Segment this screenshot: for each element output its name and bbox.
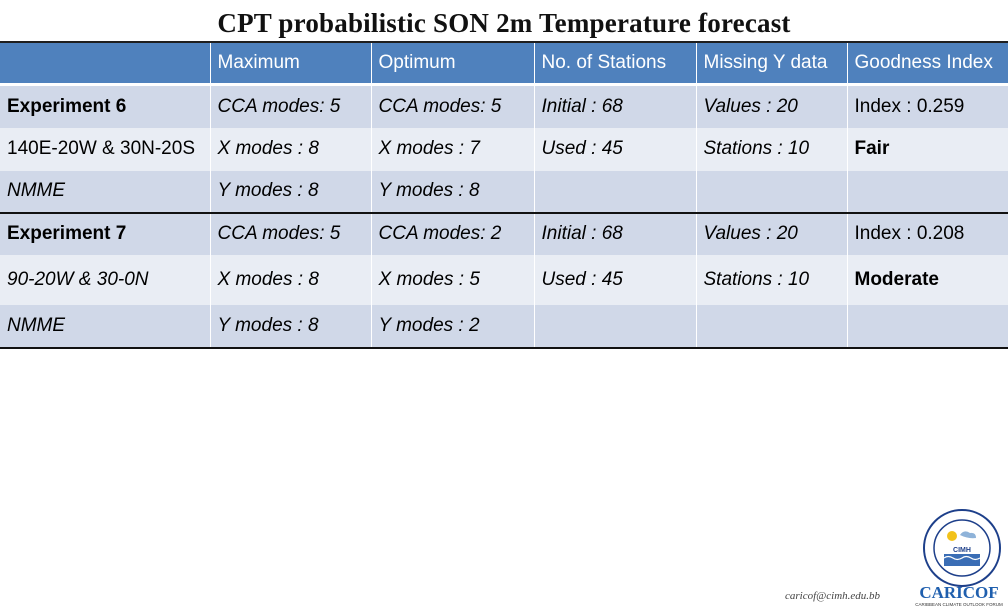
cimh-seal-icon: CIMH [923,509,1001,587]
caricof-brand-icon: CARICOF CARIBBEAN CLIMATE OUTLOOK FORUM [915,583,1003,607]
maximum-cell: CCA modes: 5 [209,212,372,255]
table-row: Experiment 6 CCA modes: 5 CCA modes: 5 I… [0,84,1008,128]
maximum-cell: X modes : 8 [209,127,372,171]
stations-cell [533,170,697,214]
header-optimum: Optimum [370,41,535,86]
goodness-rating: Moderate [846,254,1008,305]
contact-email: caricof@cimh.edu.bb [785,590,881,602]
model-label: NMME [0,170,211,214]
optimum-cell: CCA modes: 5 [370,84,535,128]
goodness-rating: Fair [846,127,1008,171]
table-row: NMME Y modes : 8 Y modes : 8 [0,170,1008,214]
experiment-label: Experiment 6 [0,84,211,128]
table-row: Experiment 7 CCA modes: 5 CCA modes: 2 I… [0,212,1008,255]
table-row: NMME Y modes : 8 Y modes : 2 [0,304,1008,349]
cimh-logo-text: CIMH [953,547,971,554]
table-header-row: Maximum Optimum No. of Stations Missing … [0,41,1008,86]
missing-cell: Values : 20 [695,212,848,255]
experiment-label: Experiment 7 [0,212,211,255]
optimum-cell: Y modes : 2 [370,304,535,349]
model-label: NMME [0,304,211,349]
region-label: 140E-20W & 30N-20S [0,127,211,171]
optimum-cell: CCA modes: 2 [370,212,535,255]
missing-cell: Stations : 10 [695,127,848,171]
maximum-cell: Y modes : 8 [209,170,372,214]
missing-cell [695,304,848,349]
cimh-logo: CIMH [922,508,1002,588]
forecast-table: Maximum Optimum No. of Stations Missing … [0,41,1008,349]
table-row: 140E-20W & 30N-20S X modes : 8 X modes :… [0,127,1008,171]
region-label: 90-20W & 30-0N [0,254,211,305]
maximum-cell: Y modes : 8 [209,304,372,349]
stations-cell: Initial : 68 [533,212,697,255]
header-goodness-index: Goodness Index [846,41,1008,86]
stations-cell: Used : 45 [533,254,697,305]
optimum-cell: Y modes : 8 [370,170,535,214]
caricof-logo: CARICOF CARIBBEAN CLIMATE OUTLOOK FORUM [912,578,1006,608]
page-title: CPT probabilistic SON 2m Temperature for… [217,8,791,38]
table-row: 90-20W & 30-0N X modes : 8 X modes : 5 U… [0,254,1008,305]
header-cell-blank [0,41,211,86]
caricof-tagline: CARIBBEAN CLIMATE OUTLOOK FORUM [915,602,1003,607]
stations-cell: Initial : 68 [533,84,697,128]
header-no-of-stations: No. of Stations [533,41,697,86]
goodness-cell [846,304,1008,349]
missing-cell: Values : 20 [695,84,848,128]
header-maximum: Maximum [209,41,372,86]
missing-cell [695,170,848,214]
optimum-cell: X modes : 5 [370,254,535,305]
header-missing-y-data: Missing Y data [695,41,848,86]
maximum-cell: X modes : 8 [209,254,372,305]
missing-cell: Stations : 10 [695,254,848,305]
maximum-cell: CCA modes: 5 [209,84,372,128]
caricof-brand-text: CARICOF [919,583,998,602]
goodness-cell: Index : 0.208 [846,212,1008,255]
goodness-cell: Index : 0.259 [846,84,1008,128]
goodness-cell [846,170,1008,214]
stations-cell: Used : 45 [533,127,697,171]
optimum-cell: X modes : 7 [370,127,535,171]
stations-cell [533,304,697,349]
